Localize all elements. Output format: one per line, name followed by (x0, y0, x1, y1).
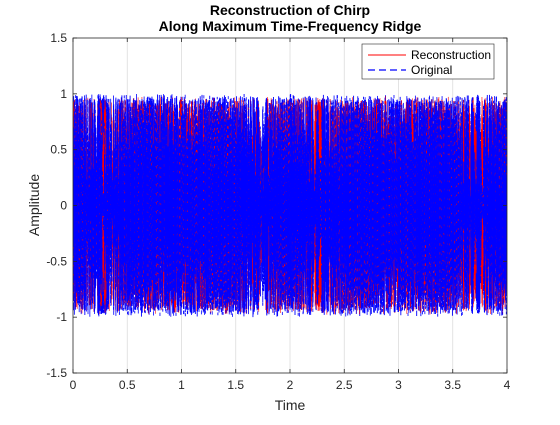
y-tick-label: -1 (56, 310, 67, 324)
y-tick-label: 0 (60, 199, 67, 213)
legend: Reconstruction Original (361, 43, 495, 80)
x-axis-label: Time (275, 397, 306, 413)
tick-labels: 0 0.5 1 1.5 2 2.5 3 3.5 4 -1.5 -1 -0.5 0 0.5 1 1.5 (46, 31, 510, 392)
legend-label-original: Original (411, 63, 452, 77)
x-tick-label: 2.5 (336, 378, 353, 392)
x-tick-label: 2 (287, 378, 294, 392)
y-tick-label: -0.5 (46, 254, 67, 268)
chart-title-line-1: Reconstruction of Chirp (210, 2, 370, 18)
tick-marks (72, 37, 508, 374)
y-tick-label: -1.5 (46, 366, 67, 380)
series-layer (73, 93, 507, 318)
x-tick-label: 4 (504, 378, 511, 392)
y-tick-label: 0.5 (50, 143, 67, 157)
y-tick-label: 1 (60, 87, 67, 101)
x-tick-label: 1.5 (227, 378, 244, 392)
x-tick-label: 0.5 (119, 378, 136, 392)
y-axis-label: Amplitude (26, 174, 42, 236)
y-tick-label: 1.5 (50, 31, 67, 45)
x-tick-label: 1 (178, 378, 185, 392)
chart-title-line-2: Along Maximum Time-Frequency Ridge (159, 18, 422, 34)
legend-label-reconstruction: Reconstruction (411, 48, 491, 62)
legend-box (361, 43, 495, 80)
x-tick-label: 3 (395, 378, 402, 392)
x-tick-label: 0 (70, 378, 77, 392)
series-original-line-overlay (73, 93, 507, 317)
x-tick-label: 3.5 (444, 378, 461, 392)
